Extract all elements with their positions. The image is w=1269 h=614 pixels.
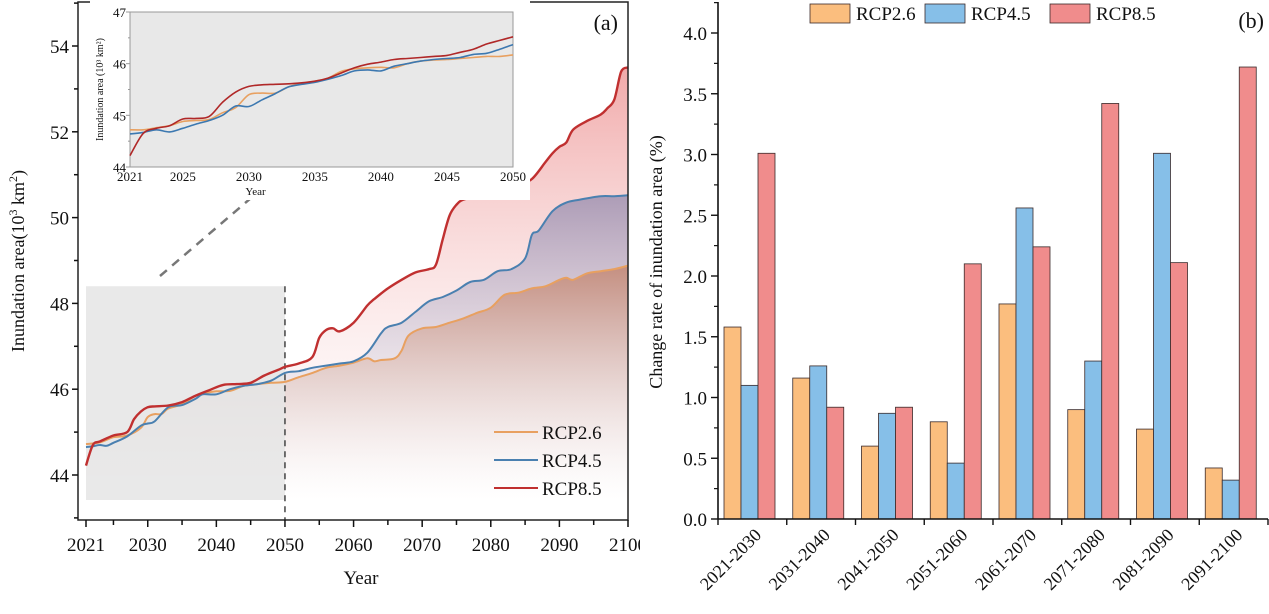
- legend-swatch: [1049, 3, 1091, 24]
- x-tick-label: 2021: [67, 535, 105, 556]
- bar-rcp8-5: [826, 406, 845, 520]
- x-tick-label: 2061-2070: [971, 525, 1040, 594]
- series-line-rcp4-5: [85, 194, 629, 449]
- bar-rcp4-5: [809, 365, 828, 520]
- y-tick-label: 0.0: [683, 510, 707, 531]
- inset-y-tick-label: 45: [113, 108, 126, 123]
- inset-x-tick-label: 2035: [302, 169, 328, 184]
- x-tick-label: 2051-2060: [902, 525, 971, 594]
- x-tick-label: 2030: [129, 535, 167, 556]
- bar-rcp4-5: [1221, 479, 1240, 520]
- y-axis-title: Inundation area(103 km2): [6, 170, 29, 352]
- y-tick-label: 3.5: [683, 85, 707, 106]
- bar-rcp4-5: [878, 412, 896, 520]
- y-tick-label: 54: [50, 37, 70, 58]
- legend-label: RCP8.5: [1096, 4, 1156, 25]
- inset-x-tick-label: 2050: [500, 169, 526, 184]
- legend-label: RCP2.6: [542, 423, 602, 444]
- bar-rcp8-5: [1101, 103, 1120, 520]
- x-tick-label: 2071-2080: [1040, 525, 1109, 594]
- inset-chart: 44 45 46 47 2021 2025 2030 2035 2040 2045 2050 Year…: [90, 0, 530, 200]
- inset-y-tick-label: 44: [113, 160, 127, 175]
- inset-x-tick-label: 2045: [434, 169, 460, 184]
- inset-x-tick-label: 2025: [170, 169, 196, 184]
- bar-rcp2-6: [861, 445, 879, 520]
- inset-plot-area: [129, 11, 514, 168]
- legend-swatch: [809, 3, 851, 24]
- bar-rcp2-6: [998, 303, 1017, 520]
- y-tick-label: 46: [50, 380, 69, 401]
- bar-rcp8-5: [895, 406, 913, 520]
- inset-series-line-rcp4-5: [129, 43, 514, 135]
- legend-label: RCP4.5: [971, 4, 1031, 25]
- y-tick-label: 50: [50, 209, 69, 230]
- y-tick-label: 0.5: [683, 449, 707, 470]
- y-tick-label: 2.5: [683, 206, 707, 227]
- zoom-arrow: [159, 191, 259, 277]
- bar-rcp2-6: [929, 421, 948, 520]
- x-tick-label: 2040: [197, 535, 235, 556]
- legend: RCP2.6 RCP4.5 RCP8.5: [809, 3, 1156, 25]
- bar-rcp4-5: [1084, 360, 1103, 520]
- panel-label: (a): [594, 10, 618, 35]
- inset-x-tick-label: 2021: [117, 169, 143, 184]
- inset-x-axis-title: Year: [245, 186, 266, 198]
- legend-swatch: [924, 3, 966, 24]
- bar-rcp8-5: [757, 152, 776, 520]
- legend-label: RCP4.5: [542, 451, 602, 472]
- x-tick-label: 2091-2100: [1177, 525, 1246, 594]
- panel-label: (b): [1238, 8, 1264, 33]
- bar-rcp8-5: [1032, 246, 1051, 520]
- y-tick-label: 1.0: [683, 389, 707, 410]
- bar-rcp4-5: [1153, 152, 1171, 520]
- bar-rcp4-5: [946, 462, 965, 520]
- bar-rcp2-6: [792, 377, 811, 520]
- bar-rcp8-5: [1238, 66, 1257, 520]
- x-tick-label: 2021-2030: [696, 525, 765, 594]
- bar-rcp2-6: [1204, 467, 1223, 520]
- historical-highlight-region: [86, 286, 285, 500]
- x-tick-label: 2090: [540, 535, 578, 556]
- legend-label: RCP8.5: [542, 479, 602, 500]
- legend: RCP2.6 RCP4.5 RCP8.5: [494, 423, 602, 500]
- y-tick-label: 44: [50, 466, 70, 487]
- bar-rcp8-5: [1170, 262, 1188, 520]
- inset-y-tick-label: 47: [113, 5, 127, 20]
- y-tick-label: 1.5: [683, 328, 707, 349]
- x-tick-label: 2041-2050: [833, 525, 902, 594]
- series-line-rcp8-5: [84, 66, 629, 466]
- y-axis-title: Change rate of inundation area (%): [646, 135, 667, 388]
- bar-rcp2-6: [1136, 428, 1154, 520]
- x-tick-label: 2060: [335, 535, 373, 556]
- x-tick-label: 2100: [609, 535, 640, 556]
- inset-y-axis-title: Inundation area (10³ km²): [95, 38, 106, 141]
- x-tick-label: 2081-2090: [1108, 525, 1177, 594]
- bar-rcp4-5: [740, 384, 759, 520]
- y-tick-label: 2.0: [683, 267, 707, 288]
- legend-label: RCP2.6: [856, 4, 916, 25]
- x-tick-label: 2050: [266, 535, 304, 556]
- inset-y-tick-label: 46: [113, 57, 127, 72]
- x-tick-label: 2031-2040: [765, 525, 834, 594]
- bar-rcp2-6: [1067, 409, 1086, 520]
- y-tick-label: 48: [50, 294, 69, 315]
- y-tick-label: 52: [50, 123, 69, 144]
- bar-rcp4-5: [1015, 207, 1034, 520]
- x-tick-label: 2070: [403, 535, 441, 556]
- bar-rcp2-6: [723, 326, 742, 520]
- bar-rcp8-5: [963, 263, 982, 520]
- inset-x-tick-label: 2040: [368, 169, 394, 184]
- x-axis-title: Year: [343, 568, 379, 589]
- y-tick-label: 3.0: [683, 146, 707, 167]
- y-tick-label: 4.0: [683, 24, 707, 45]
- x-tick-label: 2080: [472, 535, 510, 556]
- inset-series-line-rcp8-5: [129, 36, 514, 157]
- chart-panel-a: 44 46 48 50 52 54 2021 2030 2040 2050 2060 2070 2080…: [6, 0, 640, 589]
- inset-x-tick-label: 2030: [236, 169, 262, 184]
